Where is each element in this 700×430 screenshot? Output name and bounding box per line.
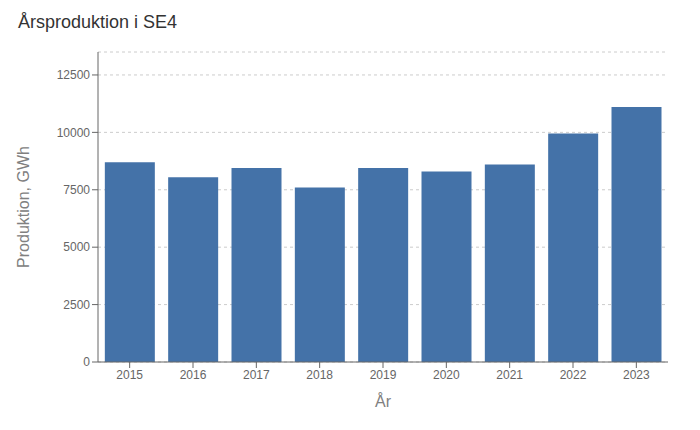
- svg-text:2016: 2016: [180, 368, 207, 382]
- svg-text:10000: 10000: [57, 126, 91, 140]
- svg-text:2015: 2015: [116, 368, 143, 382]
- svg-text:2022: 2022: [560, 368, 587, 382]
- svg-text:5000: 5000: [63, 240, 90, 254]
- svg-text:12500: 12500: [57, 68, 91, 82]
- svg-text:2018: 2018: [306, 368, 333, 382]
- html-text:Årsproduktion i SE4: Årsproduktion i SE4: [18, 12, 178, 32]
- svg-text:2500: 2500: [63, 298, 90, 312]
- svg-text:År: År: [375, 392, 392, 410]
- svg-text:2019: 2019: [370, 368, 397, 382]
- svg-text:2023: 2023: [623, 368, 650, 382]
- svg-text:0: 0: [83, 355, 90, 369]
- svg-text:Produktion, GWh: Produktion, GWh: [15, 146, 32, 268]
- svg-text:2020: 2020: [433, 368, 460, 382]
- svg-text:7500: 7500: [63, 183, 90, 197]
- svg-text:2021: 2021: [496, 368, 523, 382]
- svg-text:2017: 2017: [243, 368, 270, 382]
